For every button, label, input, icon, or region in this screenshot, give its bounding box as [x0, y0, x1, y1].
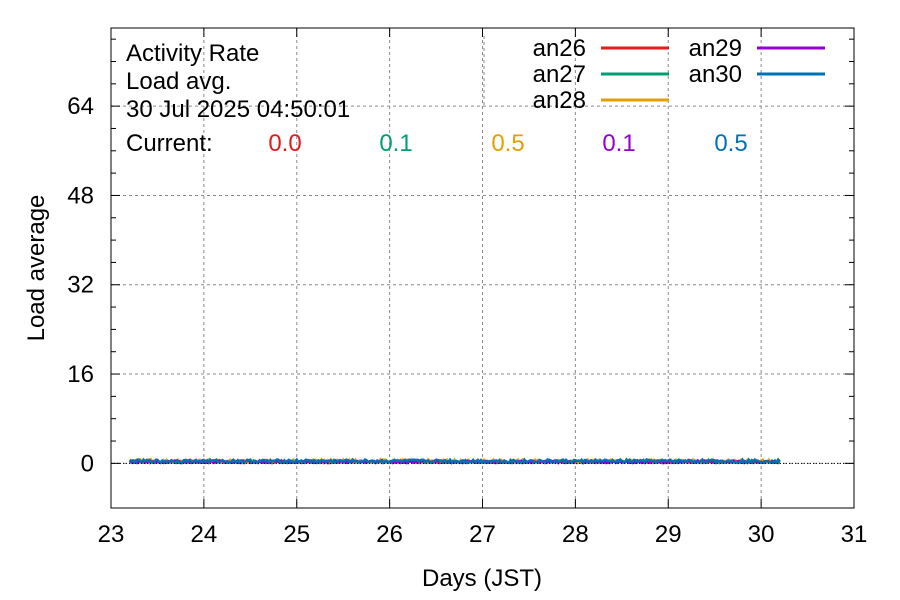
series-lines — [128, 457, 781, 466]
x-tick-label: 24 — [191, 521, 218, 548]
x-tick-label: 26 — [376, 521, 403, 548]
y-tick-labels: 0 16 32 48 64 — [67, 93, 94, 477]
grid-lines — [111, 28, 854, 508]
current-value-an26: 0.0 — [268, 130, 301, 157]
x-tick-label: 28 — [562, 521, 589, 548]
current-value-an29: 0.1 — [602, 130, 635, 157]
legend-label-an28: an28 — [533, 87, 586, 114]
legend-label-an26: an26 — [533, 35, 586, 62]
x-tick-labels: 23 24 25 26 27 28 29 30 31 — [98, 521, 868, 548]
current-value-an27: 0.1 — [379, 130, 412, 157]
current-label: Current: — [126, 130, 213, 157]
x-tick-label: 25 — [283, 521, 310, 548]
y-tick-label: 48 — [67, 182, 94, 209]
y-tick-label: 0 — [81, 450, 94, 477]
y-tick-label: 32 — [67, 272, 94, 299]
x-tick-label: 30 — [748, 521, 775, 548]
series-line-an30 — [129, 457, 781, 466]
y-axis-label: Load average — [23, 195, 50, 342]
y-tick-label: 16 — [67, 361, 94, 388]
axis-ticks — [110, 28, 855, 508]
legend-label-an27: an27 — [533, 61, 586, 88]
legend-label-an30: an30 — [689, 61, 742, 88]
x-tick-label: 29 — [655, 521, 682, 548]
chart-title-line-1: Activity Rate — [126, 40, 259, 67]
current-value-an28: 0.5 — [491, 130, 524, 157]
x-axis-label: Days (JST) — [422, 565, 542, 592]
chart-title-line-3: 30 Jul 2025 04:50:01 — [126, 96, 350, 123]
chart-title-block: Activity Rate Load avg. 30 Jul 2025 04:5… — [126, 40, 350, 157]
x-tick-label: 31 — [841, 521, 868, 548]
y-tick-label: 64 — [67, 93, 94, 120]
x-tick-label: 27 — [469, 521, 496, 548]
current-value-an30: 0.5 — [714, 130, 747, 157]
x-tick-label: 23 — [98, 521, 125, 548]
current-values: 0.0 0.1 0.5 0.1 0.5 — [268, 130, 747, 157]
chart-title-line-2: Load avg. — [126, 68, 231, 95]
legend-label-an29: an29 — [689, 35, 742, 62]
